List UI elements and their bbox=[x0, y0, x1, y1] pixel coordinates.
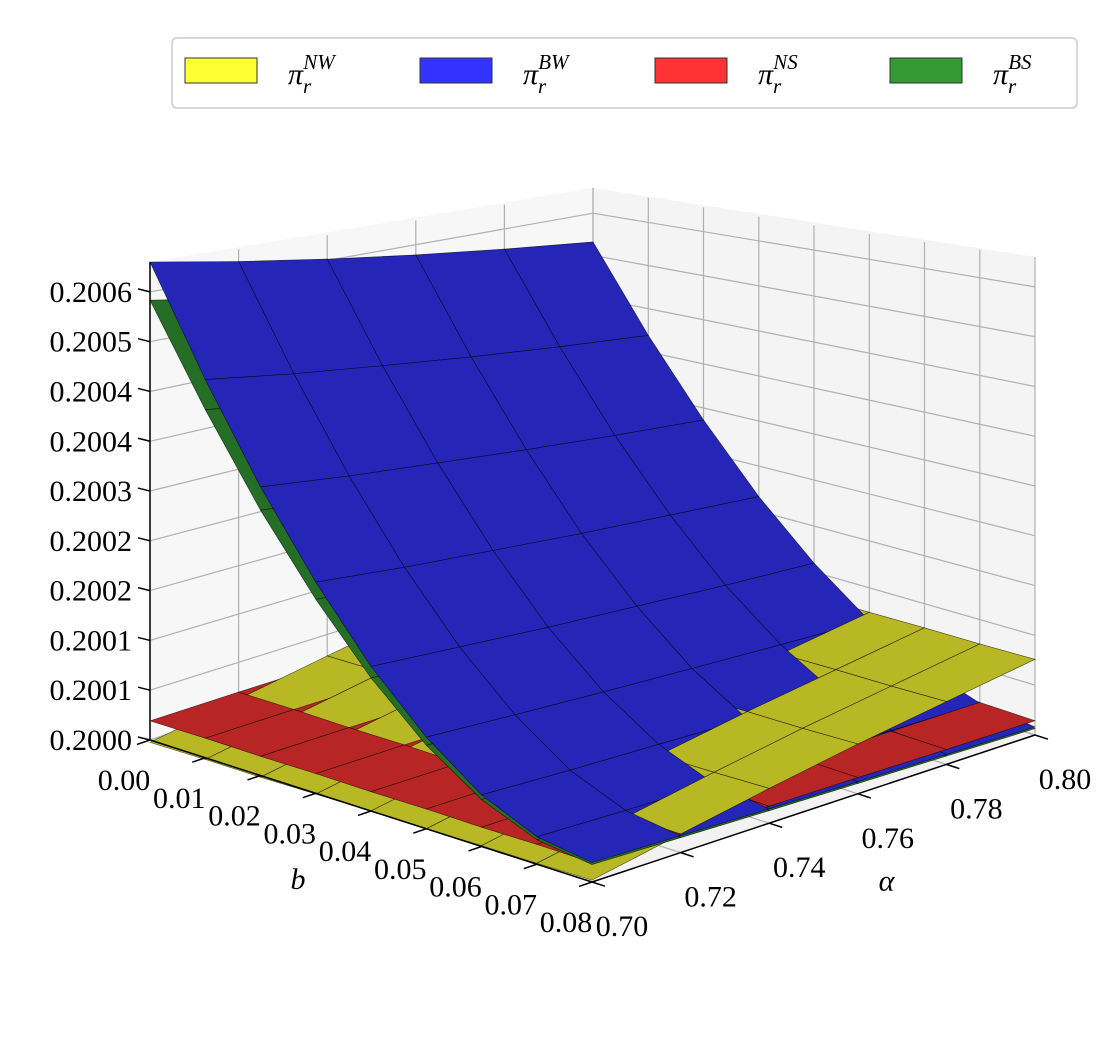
x-tick-label: 0.07 bbox=[485, 888, 538, 921]
surfaces bbox=[149, 241, 1036, 881]
z-tick-label: 0.2001 bbox=[50, 674, 133, 707]
legend-swatch bbox=[184, 57, 258, 84]
y-tick-label: 0.74 bbox=[773, 851, 826, 884]
legend-symbol: π bbox=[993, 58, 1009, 91]
legend-swatch bbox=[419, 57, 493, 84]
legend-subscript: r bbox=[773, 74, 782, 98]
legend-subscript: r bbox=[538, 74, 547, 98]
legend-label: πrNW bbox=[288, 50, 337, 98]
surface-cell bbox=[535, 810, 682, 863]
x-tick-label: 0.04 bbox=[319, 835, 372, 868]
x-tick-label: 0.06 bbox=[429, 871, 482, 904]
y-tick bbox=[946, 763, 960, 770]
x-tick-label: 0.05 bbox=[374, 853, 427, 886]
y-tick-label: 0.70 bbox=[596, 910, 649, 943]
x-tick bbox=[136, 739, 151, 746]
z-tick bbox=[137, 736, 151, 741]
legend-box bbox=[171, 37, 1078, 109]
z-tick-label: 0.2004 bbox=[50, 425, 133, 458]
z-tick bbox=[137, 686, 151, 691]
z-tick-label: 0.2003 bbox=[50, 475, 133, 508]
x-tick bbox=[413, 828, 427, 834]
z-tick bbox=[137, 387, 151, 393]
y-tick bbox=[680, 851, 694, 858]
x-tick bbox=[192, 757, 206, 763]
z-tick-label: 0.2002 bbox=[50, 575, 133, 608]
z-tick-label: 0.2005 bbox=[50, 326, 133, 359]
y-tick-label: 0.72 bbox=[684, 881, 737, 914]
legend-subscript: r bbox=[303, 74, 312, 98]
z-tick bbox=[137, 487, 151, 492]
legend: πrNW πrBW πrNS πrBS bbox=[171, 37, 1078, 109]
x-tick-label: 0.08 bbox=[540, 906, 593, 939]
legend-swatch bbox=[654, 57, 728, 84]
legend-superscript: BS bbox=[1008, 50, 1032, 74]
y-axis-label: α bbox=[879, 865, 896, 898]
axes: 0.000.010.020.030.040.050.060.070.08 0.70… bbox=[50, 262, 1092, 943]
legend-superscript: NS bbox=[772, 50, 798, 74]
z-tick-label: 0.2001 bbox=[50, 624, 133, 657]
legend-label: πrBS bbox=[993, 50, 1032, 98]
x-tick-label: 0.00 bbox=[98, 764, 151, 797]
z-tick bbox=[137, 288, 151, 293]
legend-swatch bbox=[889, 57, 963, 84]
legend-superscript: BW bbox=[538, 50, 571, 74]
legend-superscript: NW bbox=[302, 50, 337, 74]
x-tick bbox=[247, 774, 261, 781]
z-tick bbox=[137, 636, 151, 642]
legend-symbol: π bbox=[288, 58, 304, 91]
x-tick bbox=[523, 863, 537, 870]
y-tick-label: 0.78 bbox=[950, 792, 1003, 825]
x-tick-label: 0.02 bbox=[208, 800, 261, 833]
legend-symbol: π bbox=[758, 58, 774, 91]
y-tick bbox=[857, 793, 872, 799]
y-tick-label: 0.80 bbox=[1039, 763, 1092, 796]
z-tick-label: 0.2000 bbox=[50, 724, 133, 757]
x-axis-label: b bbox=[291, 863, 306, 896]
x-tick-label: 0.01 bbox=[153, 782, 206, 815]
legend-label: πrNS bbox=[758, 50, 798, 98]
z-tick bbox=[137, 437, 151, 442]
y-tick bbox=[1034, 734, 1049, 740]
x-tick-label: 0.03 bbox=[264, 817, 317, 850]
z-tick bbox=[137, 586, 151, 592]
x-tick bbox=[357, 810, 372, 817]
x-tick bbox=[578, 881, 593, 888]
legend-symbol: π bbox=[523, 58, 539, 91]
z-tick bbox=[137, 337, 151, 343]
y-tick bbox=[768, 822, 783, 829]
z-tick-label: 0.2006 bbox=[50, 276, 133, 309]
y-axis-line bbox=[591, 734, 1036, 883]
z-tick-label: 0.2004 bbox=[50, 375, 133, 408]
x-tick bbox=[468, 845, 482, 852]
z-tick bbox=[137, 537, 151, 542]
legend-label: πrBW bbox=[523, 50, 571, 98]
z-tick-label: 0.2002 bbox=[50, 525, 133, 558]
x-tick bbox=[302, 792, 316, 799]
y-tick-label: 0.76 bbox=[862, 822, 915, 855]
y-tick bbox=[591, 881, 606, 887]
legend-subscript: r bbox=[1008, 74, 1017, 98]
